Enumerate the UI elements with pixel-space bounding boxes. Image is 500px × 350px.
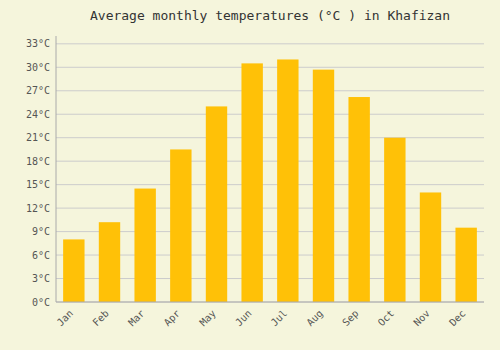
x-tick-label: Aug: [304, 308, 325, 329]
grid-line: [56, 114, 484, 115]
y-axis-line: [56, 36, 57, 302]
bar: [384, 138, 405, 302]
y-tick-label: 12°C: [26, 203, 50, 214]
x-tick-label: May: [197, 308, 218, 329]
y-tick-label: 9°C: [32, 226, 50, 237]
y-tick-label: 30°C: [26, 62, 50, 73]
bar: [99, 222, 120, 302]
grid-line: [56, 302, 484, 303]
chart-container: Average monthly temperatures (°C ) in Kh…: [0, 0, 500, 350]
grid-line: [56, 43, 484, 44]
x-tick-label: Oct: [376, 308, 397, 329]
grid-line: [56, 67, 484, 68]
bar: [348, 97, 369, 302]
x-tick-label: Nov: [411, 308, 432, 329]
x-axis-line: [56, 302, 484, 303]
grid-line: [56, 90, 484, 91]
grid: [56, 44, 484, 302]
y-tick-label: 27°C: [26, 85, 50, 96]
grid-line: [56, 184, 484, 185]
bar: [206, 106, 227, 302]
y-tick-label: 18°C: [26, 156, 50, 167]
y-tick-label: 24°C: [26, 109, 50, 120]
x-tick-label: Feb: [90, 308, 111, 329]
x-tick-label: Apr: [162, 308, 183, 329]
bar: [241, 63, 262, 302]
x-tick-label: Jul: [269, 308, 290, 329]
x-tick-label: Sep: [340, 308, 361, 329]
background: [0, 0, 500, 350]
y-tick-label: 21°C: [26, 132, 50, 143]
x-tick-label: Mar: [126, 308, 147, 329]
bar: [63, 239, 84, 302]
y-tick-label: 0°C: [32, 297, 50, 308]
bars: [63, 59, 477, 302]
bar: [134, 189, 155, 302]
y-tick-labels: 0°C 3°C 6°C 9°C 12°C 15°C 18°C 21°C 24°C 27°C 30°C…: [26, 38, 50, 307]
bar: [313, 70, 334, 302]
y-tick-label: 33°C: [26, 38, 50, 49]
bar: [455, 228, 476, 302]
bar: [170, 149, 191, 302]
x-tick-label: Jun: [233, 308, 254, 329]
x-tick-label: Dec: [447, 308, 468, 329]
grid-line: [56, 161, 484, 162]
grid-line: [56, 137, 484, 138]
y-tick-label: 15°C: [26, 179, 50, 190]
bar: [420, 192, 441, 302]
chart-svg: Average monthly temperatures (°C ) in Kh…: [0, 0, 500, 350]
x-tick-labels: Jan Feb Mar Apr May Jun Jul Aug Sep Oct Nov Dec: [55, 308, 468, 329]
chart-title: Average monthly temperatures (°C ) in Kh…: [90, 8, 450, 23]
bar: [277, 59, 298, 302]
y-tick-label: 6°C: [32, 250, 50, 261]
x-tick-label: Jan: [55, 308, 76, 329]
y-tick-label: 3°C: [32, 273, 50, 284]
